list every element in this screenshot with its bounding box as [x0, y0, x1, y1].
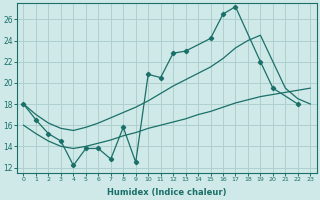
- X-axis label: Humidex (Indice chaleur): Humidex (Indice chaleur): [107, 188, 227, 197]
